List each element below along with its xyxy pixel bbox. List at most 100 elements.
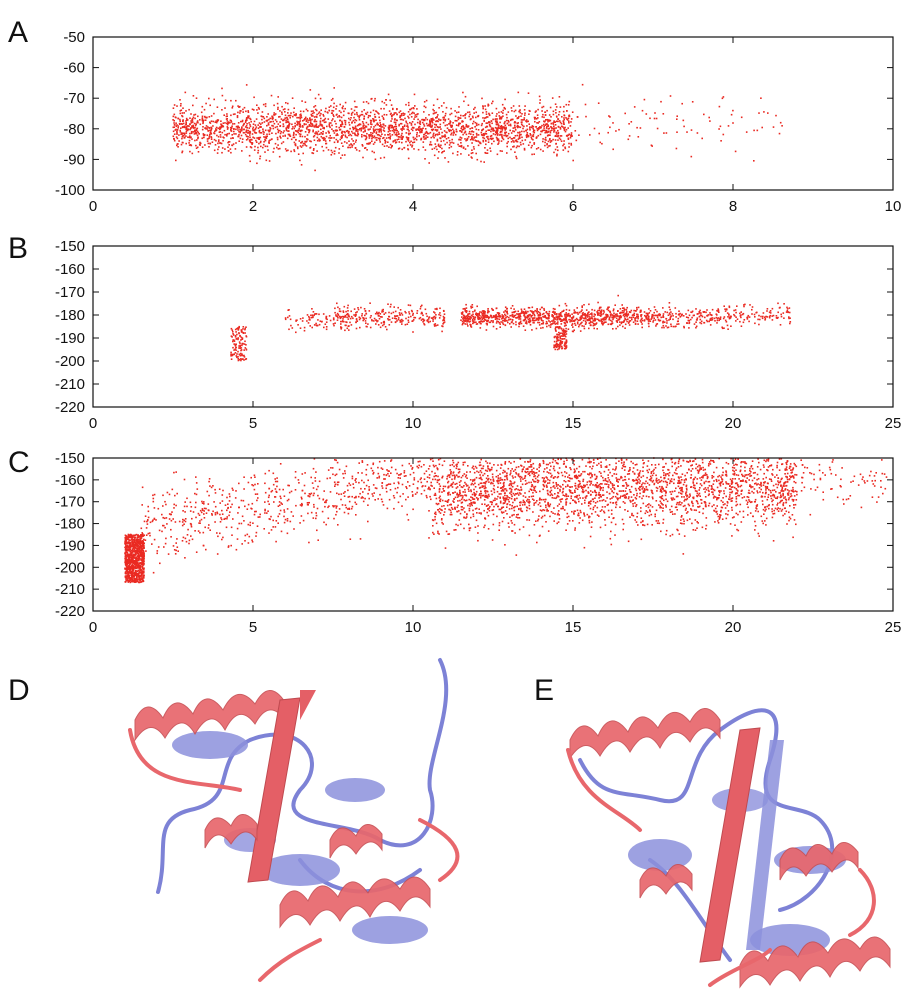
data-point <box>555 131 558 134</box>
data-point <box>364 320 367 322</box>
data-point <box>523 125 525 128</box>
data-point <box>700 322 703 325</box>
data-point <box>396 108 398 111</box>
data-point <box>133 557 135 559</box>
data-point <box>633 314 635 316</box>
data-point <box>240 339 242 341</box>
data-point <box>440 128 442 130</box>
data-point <box>519 320 522 323</box>
data-point <box>522 312 525 314</box>
data-point <box>552 122 554 124</box>
data-point <box>292 115 294 118</box>
data-point <box>429 320 431 323</box>
data-point <box>782 312 785 314</box>
data-point <box>421 131 423 134</box>
data-point <box>558 137 561 139</box>
data-point <box>263 121 266 123</box>
data-point <box>183 112 185 114</box>
data-point <box>234 148 237 150</box>
data-point <box>307 138 309 141</box>
data-point <box>554 109 557 111</box>
data-point <box>420 319 423 321</box>
data-point <box>210 115 213 117</box>
data-point <box>219 136 222 138</box>
data-point <box>646 318 649 321</box>
data-point <box>176 133 178 135</box>
data-point <box>199 123 202 126</box>
data-point <box>304 101 307 103</box>
data-point <box>566 135 569 137</box>
data-point <box>542 326 544 329</box>
data-point <box>562 110 565 113</box>
data-point <box>438 145 440 147</box>
data-point <box>554 323 557 325</box>
data-point <box>191 130 193 133</box>
data-point <box>444 119 446 122</box>
data-point <box>245 135 248 137</box>
data-point <box>733 313 735 316</box>
data-point <box>696 313 699 315</box>
data-point <box>518 145 520 148</box>
data-point <box>333 132 336 134</box>
data-point <box>306 134 309 136</box>
data-point <box>677 313 680 316</box>
data-point <box>518 313 521 315</box>
data-point <box>723 305 725 307</box>
data-point <box>552 307 555 310</box>
data-point <box>522 310 525 313</box>
data-point <box>758 112 760 114</box>
data-point <box>287 108 290 111</box>
data-point <box>614 316 616 318</box>
data-point <box>740 116 743 119</box>
data-point <box>516 313 518 315</box>
data-point <box>221 87 223 90</box>
data-point <box>422 127 424 130</box>
data-point <box>259 155 262 158</box>
data-point <box>428 316 430 319</box>
x-tick-label: 10 <box>405 415 422 432</box>
data-point <box>372 109 375 112</box>
data-point <box>464 310 467 312</box>
data-point <box>240 354 242 357</box>
data-point <box>394 118 396 120</box>
data-point <box>291 123 293 126</box>
x-tick-label: 5 <box>249 415 257 432</box>
data-point <box>298 140 301 142</box>
data-point <box>490 320 493 322</box>
data-point <box>201 137 203 140</box>
data-point <box>571 313 573 315</box>
data-point <box>564 146 566 149</box>
data-point <box>399 314 401 316</box>
data-point <box>343 141 346 143</box>
data-point <box>204 119 207 121</box>
data-point <box>257 112 259 114</box>
data-point <box>554 348 557 351</box>
data-point <box>478 313 480 316</box>
data-point <box>540 130 542 133</box>
data-point <box>344 316 347 318</box>
data-point <box>444 112 447 115</box>
data-point <box>471 130 473 132</box>
data-point <box>183 132 186 135</box>
data-point <box>779 121 782 124</box>
data-point <box>653 314 655 317</box>
data-point <box>598 309 601 312</box>
data-point <box>472 311 474 313</box>
data-point <box>354 127 357 129</box>
data-point <box>348 140 350 142</box>
data-point <box>563 332 566 335</box>
data-point <box>436 126 439 128</box>
data-point <box>261 111 264 113</box>
data-point <box>558 346 560 348</box>
data-point <box>333 318 335 321</box>
data-point <box>315 322 317 325</box>
data-point <box>427 321 430 324</box>
data-point <box>185 130 188 133</box>
data-point <box>674 307 677 309</box>
data-point <box>462 128 465 131</box>
data-point <box>271 124 273 127</box>
data-point <box>517 313 519 316</box>
data-point <box>524 105 526 107</box>
data-point <box>581 306 583 309</box>
data-point <box>233 339 235 341</box>
